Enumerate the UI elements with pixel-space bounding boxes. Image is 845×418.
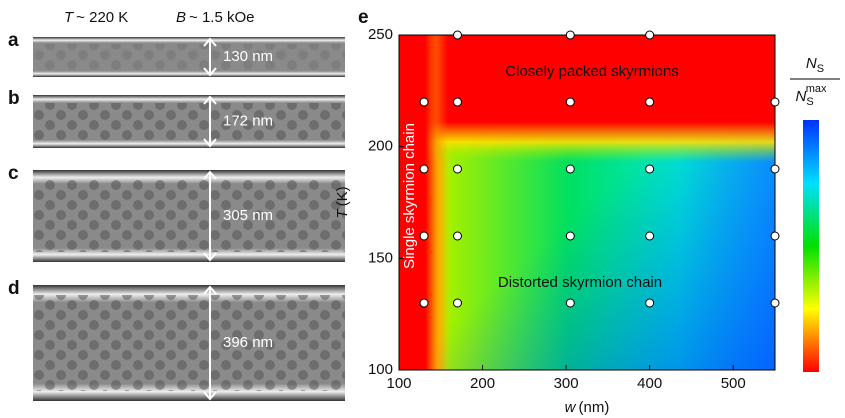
data-point [771, 165, 779, 173]
data-point [771, 98, 779, 106]
width-label: 172 nm [223, 112, 273, 129]
micrograph-pattern [33, 44, 345, 70]
data-point [453, 31, 461, 39]
data-point [420, 299, 428, 307]
x-tick-label: 300 [554, 375, 579, 392]
micrograph-pattern [33, 103, 345, 140]
data-point [646, 98, 654, 106]
x-tick-label: 400 [637, 375, 662, 392]
text-part: w [565, 399, 577, 416]
text-part: B [176, 9, 186, 26]
x-tick-label: 500 [721, 375, 746, 392]
micrographs [33, 37, 345, 401]
width-label: 130 nm [223, 48, 273, 65]
data-point [420, 98, 428, 106]
panel-label: d [8, 278, 20, 299]
data-point [420, 232, 428, 240]
panel-label: a [8, 30, 19, 51]
condition: B~ 1.5 kOe [176, 9, 254, 26]
data-point [453, 299, 461, 307]
micrograph-pattern [33, 180, 345, 252]
panel-label: c [8, 163, 19, 184]
annotation: Closely packed skyrmions [505, 63, 678, 80]
text-part: (K) [334, 186, 351, 206]
colorbar-numerator: NS [806, 55, 824, 75]
y-tick-label: 100 [368, 361, 393, 378]
width-label: 305 nm [223, 207, 273, 224]
text-part: max [806, 83, 827, 95]
data-point [646, 165, 654, 173]
colorbar-denominator: NSmax [796, 83, 827, 108]
y-tick-label: 150 [368, 249, 393, 266]
data-point [453, 98, 461, 106]
text-part: N [806, 55, 817, 72]
data-point [646, 299, 654, 307]
data-point [566, 165, 574, 173]
data-point [566, 98, 574, 106]
annotation: Single skyrmion chain [401, 123, 418, 269]
text-part: ~ 1.5 kOe [189, 9, 254, 26]
data-point [566, 232, 574, 240]
text-part: ~ 220 K [76, 9, 128, 26]
annotation: Distorted skyrmion chain [498, 274, 662, 291]
figure: T~ 220 K B~ 1.5 kOe a 130 nm b 172 nm c 305 nm d… [0, 0, 845, 418]
data-point [771, 299, 779, 307]
micrograph-pattern [33, 295, 345, 391]
panel-label: b [8, 88, 20, 109]
data-point [453, 165, 461, 173]
data-point [453, 232, 461, 240]
condition: T~ 220 K [64, 9, 128, 26]
y-axis-label: T(K) [334, 186, 351, 218]
x-axis-label: w(nm) [565, 399, 610, 416]
panel-label: e [358, 7, 369, 28]
text-part: S [806, 96, 813, 108]
x-tick-label: 200 [470, 375, 495, 392]
data-point [646, 232, 654, 240]
page: {"header": {"temperature": {"symbol": "T… [0, 0, 845, 418]
map [399, 35, 775, 370]
text-part: T [64, 9, 75, 26]
text-part: S [817, 63, 824, 75]
data-point [646, 31, 654, 39]
data-point [566, 31, 574, 39]
map-left [399, 35, 775, 370]
colorbar [803, 120, 819, 372]
width-label: 396 nm [223, 334, 273, 351]
data-point [566, 299, 574, 307]
data-point [771, 232, 779, 240]
y-tick-label: 200 [368, 138, 393, 155]
y-tick-label: 250 [368, 26, 393, 43]
data-point [420, 165, 428, 173]
text-part: (nm) [579, 399, 610, 416]
